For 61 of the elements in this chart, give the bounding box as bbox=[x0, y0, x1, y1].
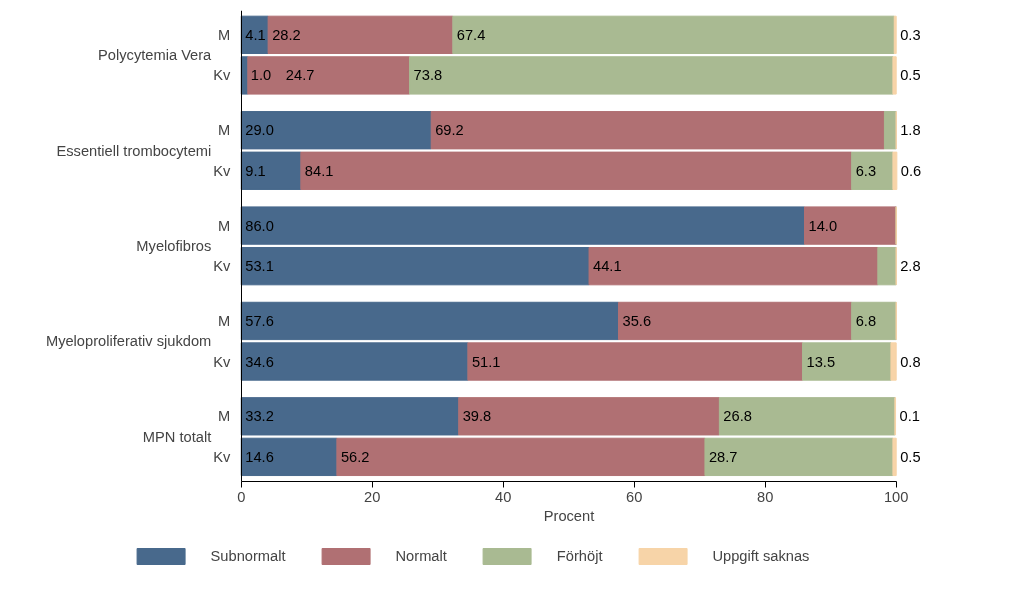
data-label: 67.4 bbox=[456, 26, 486, 43]
data-label: 0.6 bbox=[900, 162, 922, 179]
data-label: 6.8 bbox=[855, 312, 877, 329]
text: Myelofibros bbox=[136, 237, 212, 254]
data-label: 28.2 bbox=[272, 26, 301, 43]
data-label: 0.5 bbox=[900, 67, 921, 84]
data-label: 14.0 bbox=[808, 217, 838, 234]
legend-label: Förhöjt bbox=[556, 548, 603, 564]
x-tick-label: 80 bbox=[757, 489, 774, 506]
y-tick-label: Kv bbox=[213, 162, 231, 179]
data-label: 51.1 bbox=[471, 353, 501, 370]
data-label: 86.0 bbox=[245, 217, 274, 234]
data-label: 73.8 bbox=[413, 67, 443, 84]
x-axis-title: Procent bbox=[543, 507, 595, 524]
data-label: 26.8 bbox=[723, 408, 752, 425]
data-label: 84.1 bbox=[304, 162, 334, 179]
data-label: 53.1 bbox=[245, 258, 274, 275]
y-tick-label: Kv bbox=[213, 448, 231, 465]
data-label: 6.3 bbox=[855, 162, 877, 179]
data-label: 0.8 bbox=[900, 353, 921, 370]
data-label: 24.7 bbox=[285, 67, 315, 84]
x-tick-label: 100 bbox=[883, 489, 909, 506]
data-label: 13.5 bbox=[806, 353, 836, 370]
data-label: 2.8 bbox=[900, 258, 921, 275]
y-tick-label: M bbox=[218, 122, 231, 139]
x-tick-label: 0 bbox=[237, 489, 246, 506]
y-tick-label: M bbox=[218, 217, 231, 234]
data-label: 9.1 bbox=[245, 162, 266, 179]
legend-label: Normalt bbox=[395, 548, 447, 564]
data-label: 69.2 bbox=[435, 122, 464, 139]
data-label: 14.6 bbox=[245, 448, 274, 465]
data-label: 39.8 bbox=[462, 408, 492, 425]
x-tick-label: 40 bbox=[495, 489, 512, 506]
data-label: 34.6 bbox=[245, 353, 274, 370]
text: Essentiell trombocytemi bbox=[56, 142, 212, 159]
y-tick-label: M bbox=[218, 312, 231, 329]
data-label: 57.6 bbox=[245, 312, 274, 329]
text: MPN totalt bbox=[142, 428, 212, 445]
data-label: 44.1 bbox=[593, 258, 622, 275]
y-tick-label: M bbox=[218, 408, 231, 425]
text: Myeloproliferativ sjukdom bbox=[45, 333, 212, 350]
data-label: 56.2 bbox=[340, 448, 370, 465]
data-label: 28.7 bbox=[708, 448, 738, 465]
legend-label: Subnormalt bbox=[210, 548, 286, 564]
data-label: 1.8 bbox=[900, 122, 921, 139]
data-label: 0.3 bbox=[900, 26, 921, 43]
data-label: 1.0 bbox=[250, 67, 272, 84]
data-label: 0.5 bbox=[900, 448, 921, 465]
legend-label: Uppgift saknas bbox=[712, 548, 810, 564]
y-tick-label: Kv bbox=[213, 67, 231, 84]
x-tick-label: 60 bbox=[626, 489, 643, 506]
data-label: 29.0 bbox=[245, 122, 274, 139]
data-label: 0.1 bbox=[899, 408, 920, 425]
data-label: 4.1 bbox=[245, 26, 266, 43]
x-tick-label: 20 bbox=[364, 489, 381, 506]
data-label: 35.6 bbox=[622, 312, 652, 329]
y-tick-label: Kv bbox=[213, 353, 231, 370]
y-tick-label: M bbox=[218, 26, 231, 43]
text: Polycytemia Vera bbox=[98, 47, 213, 64]
y-tick-label: Kv bbox=[213, 258, 231, 275]
data-label: 33.2 bbox=[245, 408, 274, 425]
